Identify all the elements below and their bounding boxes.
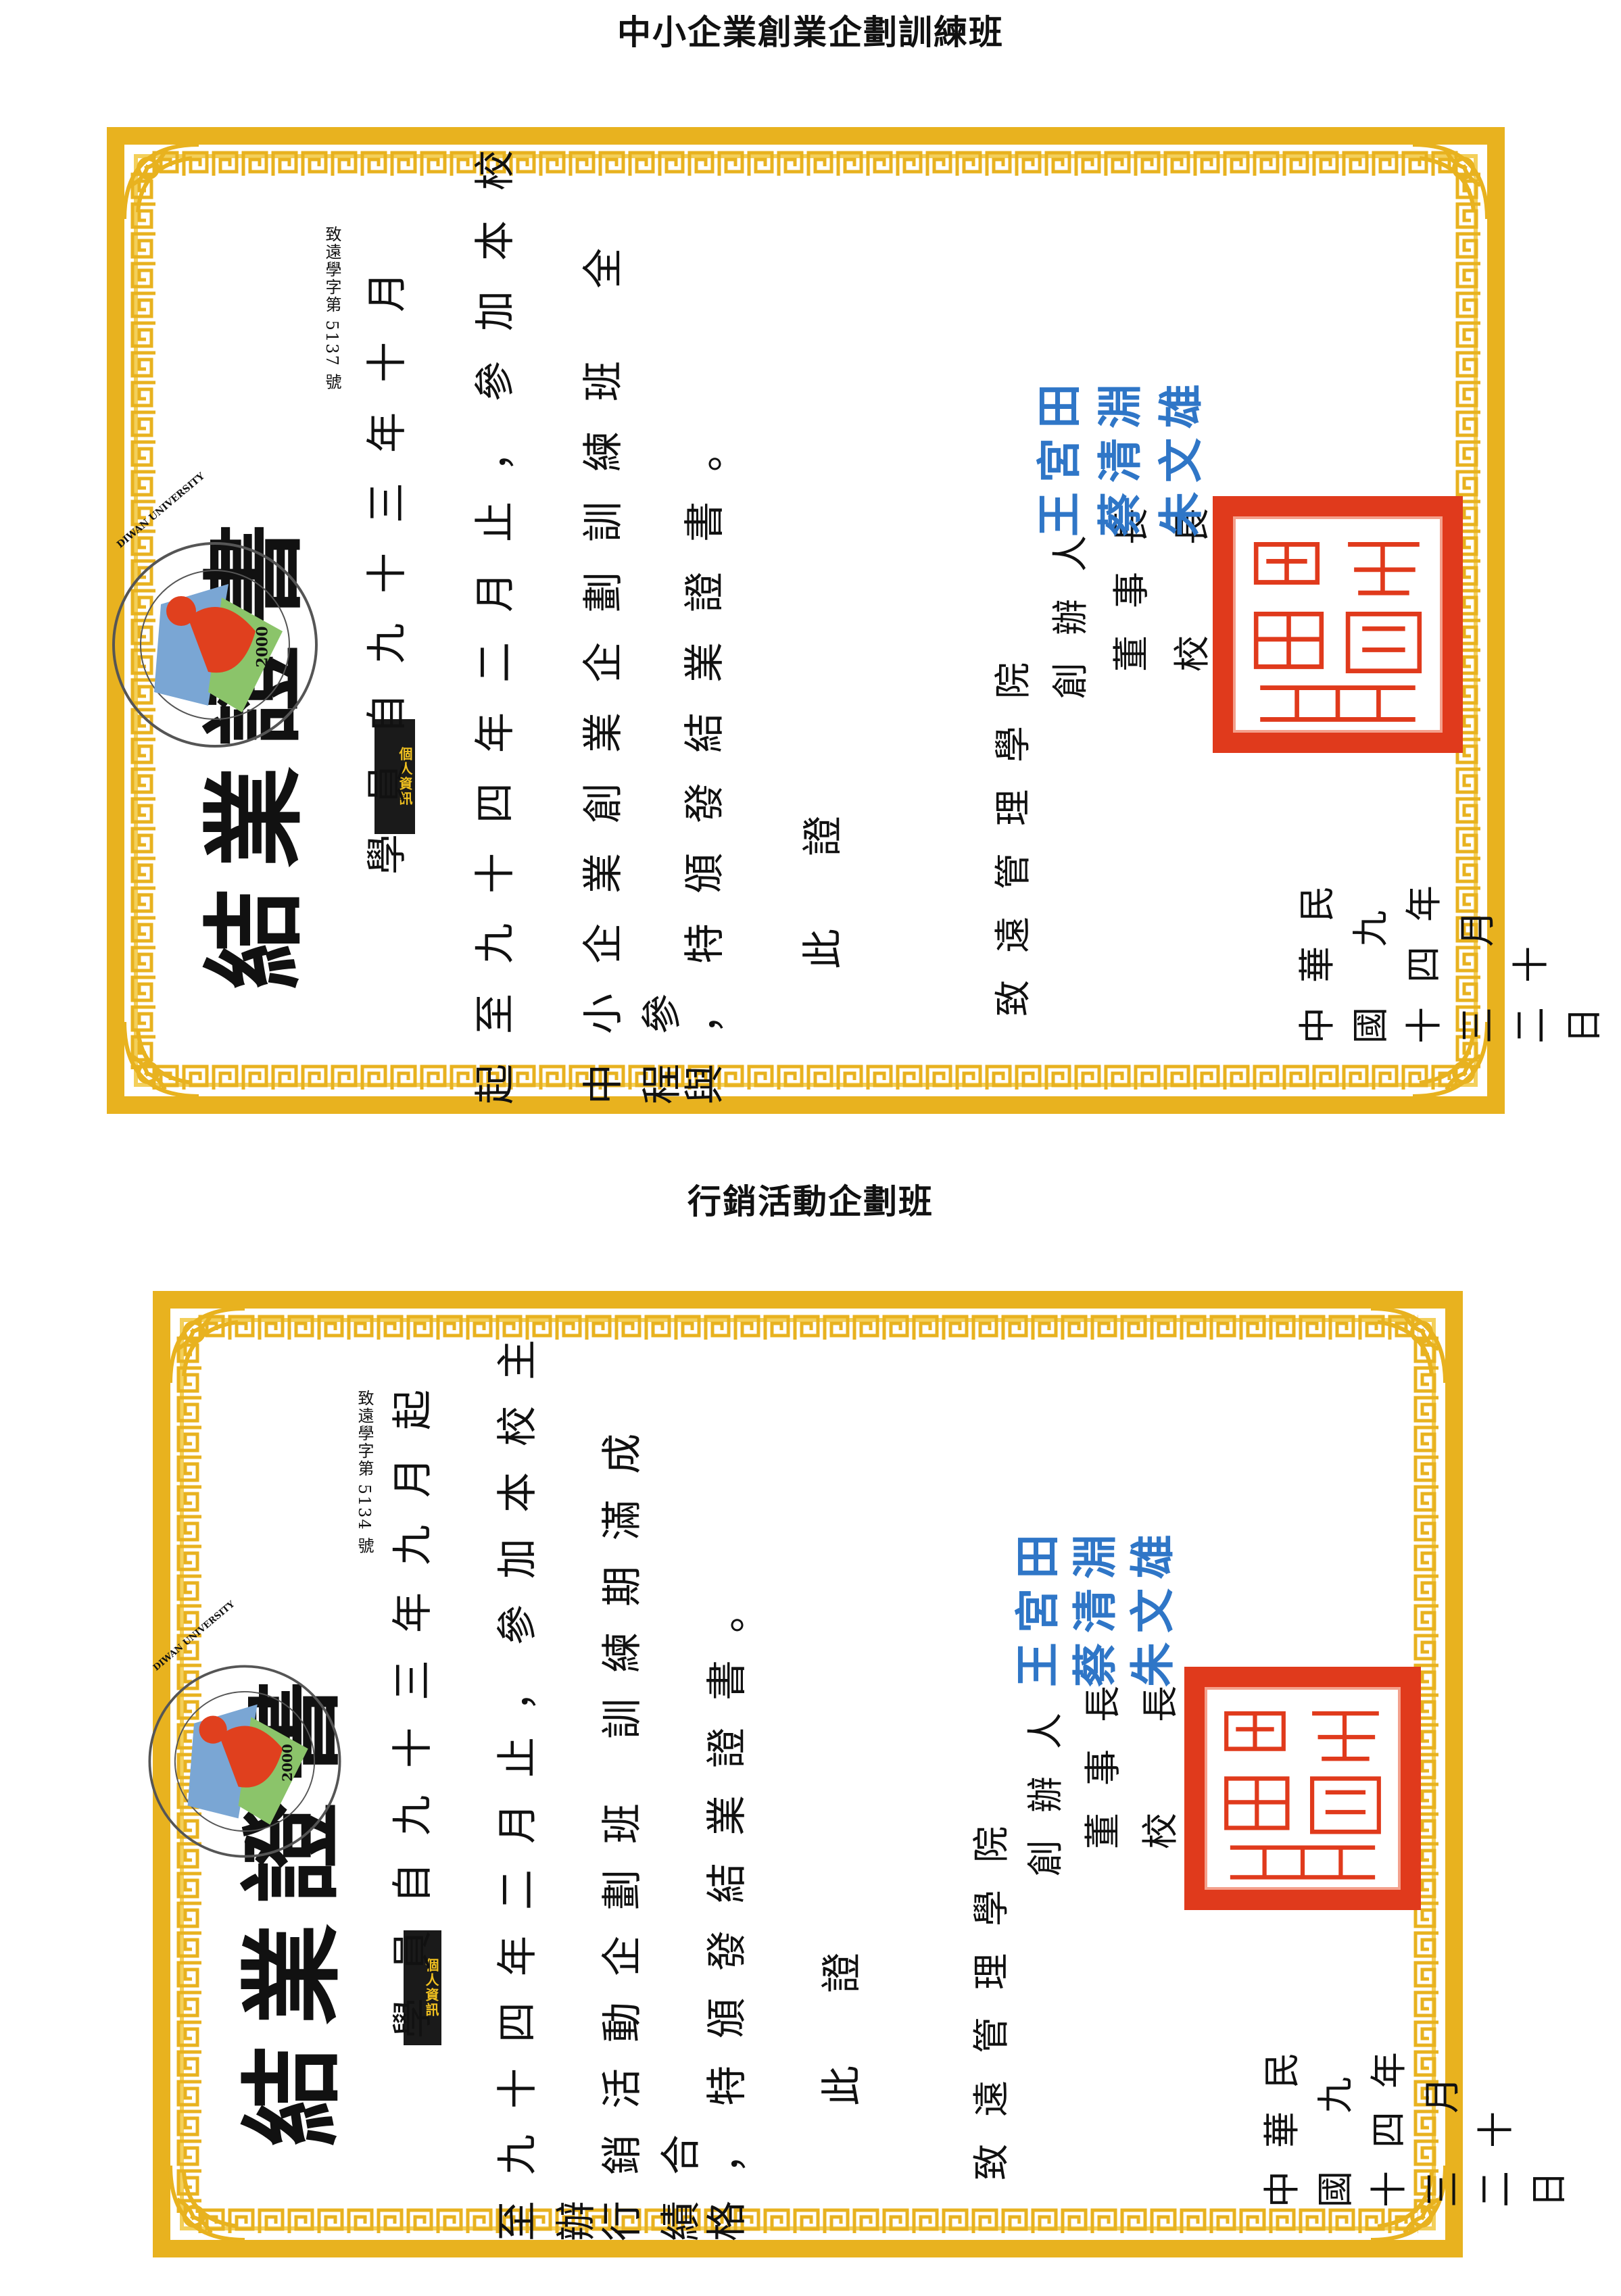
border-pattern-top — [197, 1313, 1418, 1342]
certificate-attest: 此 證 — [819, 1922, 866, 2106]
issue-date: 中華民國 九十四年三 月 二十 日 — [1296, 861, 1605, 1044]
signature-1: 王宮田 — [1011, 1525, 1064, 1687]
certificate-number: 致遠學字第 5137 號 — [322, 226, 341, 391]
corner-ornament-icon — [164, 2159, 251, 2247]
university-logo-icon: DIWAN UNIVERSITY 2000 — [143, 1599, 346, 1863]
signer-role-2: 董事長 — [1082, 1659, 1124, 1849]
certificate-2: 結業證書 DIWAN UNIVERSITY 2000 致遠學字第 5134 號 … — [148, 1291, 1570, 2257]
certificate-text-line-4: 與，特頒發結業證書。 — [681, 401, 729, 1104]
signature-2: 蔡清淵 — [1069, 1525, 1121, 1687]
issue-date: 中華民國 九十四年三 月 二十 日 — [1261, 2029, 1570, 2207]
student-name-badge: 個人資訊 — [404, 1930, 441, 2045]
student-name-badge: 個人資訊 — [374, 719, 415, 834]
logo-year: 2000 — [279, 1744, 295, 1782]
corner-ornament-icon — [1364, 2159, 1452, 2247]
signer-role-3: 校 長 — [1139, 1659, 1182, 1849]
official-seal-icon — [1184, 1667, 1421, 1910]
certificate-text-line-3: 中小企業創業企劃訓練班 全程參 — [580, 218, 686, 1104]
signature-2: 蔡清淵 — [1094, 374, 1146, 537]
logo-year: 2000 — [253, 626, 272, 668]
border-pattern-bottom — [197, 2206, 1418, 2236]
border-pattern-bottom — [151, 1062, 1460, 1092]
signer-role-1: 創辦人 — [1049, 508, 1092, 699]
border-pattern-left — [128, 172, 158, 1069]
certificate-text-line-3: 行銷活動企劃班 訓練期滿成績合 — [599, 1407, 705, 2241]
certificate-text-line-2: 起至九十四年二月止，參加本校 — [472, 120, 519, 1104]
signer-role-1: 創辦人 — [1024, 1686, 1067, 1876]
certificate-text-line-1: 學員自九十三年十月 — [364, 242, 411, 875]
school-name: 致遠管理學院 — [992, 635, 1034, 1017]
corner-ornament-icon — [118, 1015, 205, 1103]
section-title-1: 中小企業創業企劃訓練班 — [617, 13, 1004, 52]
corner-ornament-icon — [1406, 1015, 1494, 1103]
corner-ornament-icon — [1406, 138, 1494, 226]
signature-1: 王宮田 — [1033, 374, 1086, 537]
official-seal-icon — [1213, 496, 1463, 753]
corner-ornament-icon — [118, 138, 205, 226]
certificate-number: 致遠學字第 5134 號 — [355, 1390, 374, 1555]
signature-3: 朱文雄 — [1155, 374, 1207, 537]
border-pattern-top — [151, 149, 1460, 178]
corner-ornament-icon — [164, 1302, 251, 1390]
signature-3: 朱文雄 — [1126, 1525, 1179, 1687]
corner-ornament-icon — [1364, 1302, 1452, 1390]
certificate-text-line-4: 格，特頒發結業證書。 — [704, 1565, 751, 2241]
certificate-attest: 此 證 — [800, 785, 847, 969]
certificate-text-line-1: 學員自九十三年九月起 — [389, 1363, 437, 2038]
university-logo-icon: DIWAN UNIVERSITY 2000 — [107, 471, 323, 753]
certificate-text-line-2: 至九十四年二月止，參加本校主辦 — [494, 1314, 600, 2241]
certificate-1: 結業證書 DIWAN UNIVERSITY 2000 致遠學字第 5137 號 … — [107, 120, 1605, 1114]
section-title-2: 行銷活動企劃班 — [687, 1182, 934, 1221]
school-name: 致遠管理學院 — [970, 1799, 1013, 2180]
